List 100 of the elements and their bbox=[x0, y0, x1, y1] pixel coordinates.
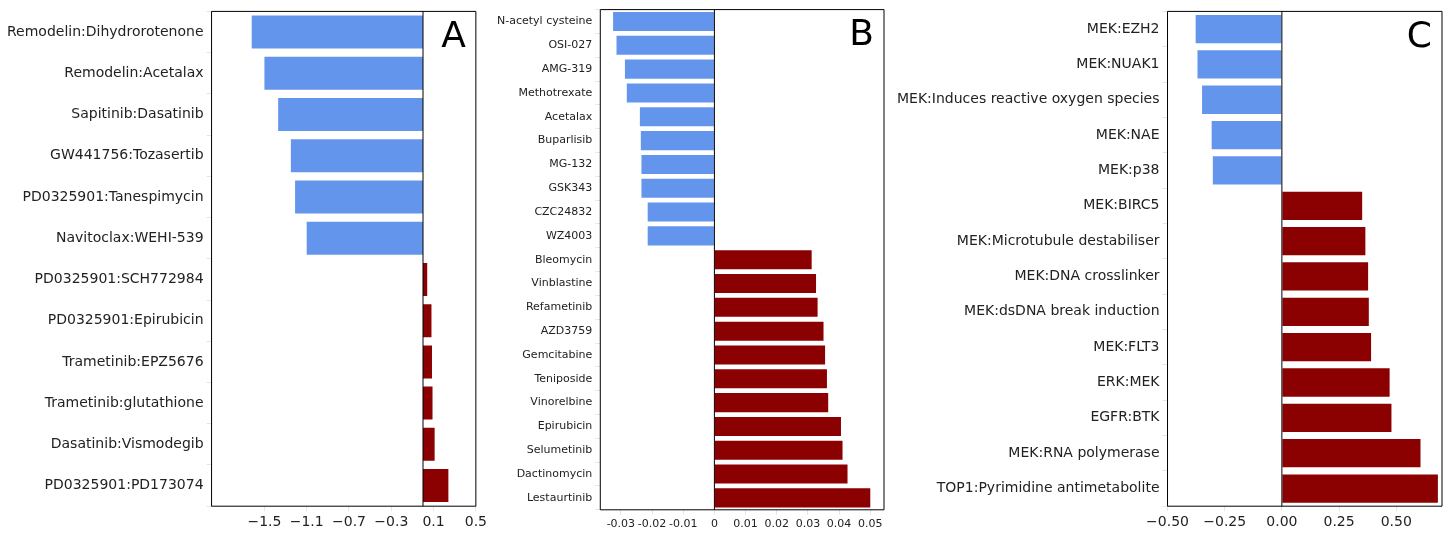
bar bbox=[1282, 368, 1390, 397]
x-tick-label: 0.03 bbox=[795, 517, 821, 531]
y-tick-label: MEK:Induces reactive oxygen species bbox=[896, 90, 1160, 107]
y-tick-label: PD0325901:Tanespimycin bbox=[22, 187, 204, 204]
y-tick-label: PD0325901:PD173074 bbox=[44, 476, 204, 493]
y-tick-label: GSK343 bbox=[548, 181, 593, 195]
y-tick-label: ERK:MEK bbox=[1096, 373, 1161, 390]
bar bbox=[714, 393, 829, 413]
x-tick-label: 0.25 bbox=[1323, 513, 1355, 530]
y-tick-label: Gemcitabine bbox=[522, 347, 593, 361]
y-tick-label: Lestaurtinib bbox=[526, 490, 593, 504]
bar bbox=[714, 273, 817, 294]
y-tick-label: Sapitinib:Dasatinib bbox=[71, 105, 204, 122]
y-tick-label: MEK:Microtubule destabiliser bbox=[956, 231, 1160, 248]
x-tick-label: 0.5 bbox=[464, 513, 487, 530]
x-tick-label: 0 bbox=[710, 517, 718, 531]
bar bbox=[1282, 439, 1421, 468]
x-tick-label: −0.3 bbox=[374, 513, 409, 530]
x-tick-label: -0.03 bbox=[606, 517, 636, 531]
x-tick-label: 0.04 bbox=[826, 517, 852, 531]
y-tick-label: Vinblastine bbox=[531, 276, 593, 290]
x-tick-label: 0.02 bbox=[764, 517, 789, 531]
bar bbox=[1282, 191, 1363, 220]
y-tick-label: Trametinib:EPZ5676 bbox=[61, 352, 204, 369]
bar bbox=[278, 97, 424, 131]
bar bbox=[714, 464, 848, 484]
annotation: C bbox=[1406, 13, 1432, 55]
bar bbox=[295, 180, 424, 214]
bar bbox=[714, 416, 841, 436]
y-tick-label: Trametinib:glutathione bbox=[43, 393, 204, 410]
bar bbox=[1282, 262, 1369, 291]
x-tick-label: 0.00 bbox=[1266, 513, 1298, 530]
bar bbox=[714, 369, 827, 389]
y-tick-label: PD0325901:Epirubicin bbox=[47, 311, 204, 328]
bar bbox=[1282, 297, 1369, 326]
bar bbox=[647, 226, 714, 246]
bar bbox=[1282, 226, 1366, 256]
bar bbox=[251, 15, 424, 49]
y-tick-label: Dactinomycin bbox=[516, 466, 593, 480]
y-tick-label: TOP1:Pyrimidine antimetabolite bbox=[935, 479, 1160, 496]
bar bbox=[1197, 50, 1282, 79]
bar bbox=[639, 107, 714, 127]
bar bbox=[626, 83, 714, 103]
bar bbox=[1195, 14, 1282, 44]
annotation: B bbox=[849, 11, 874, 53]
y-tick-label: Vinorelbine bbox=[530, 395, 593, 409]
y-tick-label: Remodelin:Dihydrorotenone bbox=[6, 22, 204, 39]
bar bbox=[290, 139, 424, 173]
y-tick-label: MEK:p38 bbox=[1097, 161, 1160, 178]
bar bbox=[1211, 120, 1282, 150]
x-tick-label: 0.50 bbox=[1380, 513, 1412, 530]
y-tick-label: WZ4003 bbox=[545, 228, 593, 242]
annotation: A bbox=[441, 13, 467, 55]
y-tick-label: N-acetyl cysteine bbox=[497, 14, 593, 28]
bar bbox=[714, 440, 843, 460]
y-tick-label: MEK:BIRC5 bbox=[1083, 196, 1160, 213]
bar bbox=[714, 345, 826, 365]
bar bbox=[647, 202, 714, 222]
bar bbox=[1212, 156, 1282, 185]
bar bbox=[641, 178, 714, 198]
y-tick-label: Buparlisib bbox=[537, 133, 593, 147]
y-tick-label: Remodelin:Acetalax bbox=[64, 63, 204, 80]
y-tick-label: Acetalax bbox=[544, 109, 593, 123]
y-tick-label: MEK:FLT3 bbox=[1093, 337, 1160, 354]
bar bbox=[1282, 474, 1438, 503]
bar bbox=[306, 221, 424, 255]
x-tick-label: −0.25 bbox=[1203, 513, 1247, 530]
y-tick-label: AMG-319 bbox=[541, 62, 593, 76]
y-tick-label: Navitoclax:WEHI-539 bbox=[55, 228, 204, 245]
y-tick-label: MEK:DNA crosslinker bbox=[1014, 267, 1160, 284]
bar bbox=[714, 297, 818, 317]
bar bbox=[641, 154, 714, 174]
y-tick-label: Bleomycin bbox=[534, 252, 593, 266]
bar bbox=[624, 59, 714, 79]
y-tick-label: PD0325901:SCH772984 bbox=[34, 270, 204, 287]
x-tick-label: −0.7 bbox=[332, 513, 366, 530]
y-tick-label: MEK:NAE bbox=[1095, 125, 1160, 142]
y-tick-label: EGFR:BTK bbox=[1090, 408, 1161, 425]
y-tick-label: AZD3759 bbox=[540, 324, 593, 338]
y-tick-label: MG-132 bbox=[549, 157, 593, 171]
y-tick-label: Refametinib bbox=[525, 300, 593, 314]
y-tick-label: MEK:dsDNA break induction bbox=[964, 302, 1160, 319]
bar bbox=[714, 488, 871, 508]
y-tick-label: CZC24832 bbox=[534, 204, 593, 218]
x-tick-label: −0.50 bbox=[1146, 513, 1189, 530]
x-tick-label: -0.02 bbox=[637, 517, 667, 531]
x-tick-label: −1.5 bbox=[247, 513, 282, 530]
y-tick-label: Teniposide bbox=[533, 371, 593, 385]
y-tick-label: GW441756:Tozasertib bbox=[50, 146, 204, 163]
x-tick-label: −1.1 bbox=[289, 513, 324, 530]
x-tick-label: -0.01 bbox=[668, 517, 698, 531]
bar bbox=[714, 321, 824, 341]
bar bbox=[616, 35, 714, 55]
y-tick-label: Selumetinib bbox=[526, 443, 593, 457]
bar bbox=[1202, 85, 1282, 114]
x-tick-label: 0.1 bbox=[422, 513, 445, 530]
x-tick-label: 0.05 bbox=[858, 517, 883, 531]
bar bbox=[423, 469, 449, 503]
y-tick-label: MEK:RNA polymerase bbox=[1008, 443, 1160, 460]
y-tick-label: Methotrexate bbox=[518, 85, 593, 99]
